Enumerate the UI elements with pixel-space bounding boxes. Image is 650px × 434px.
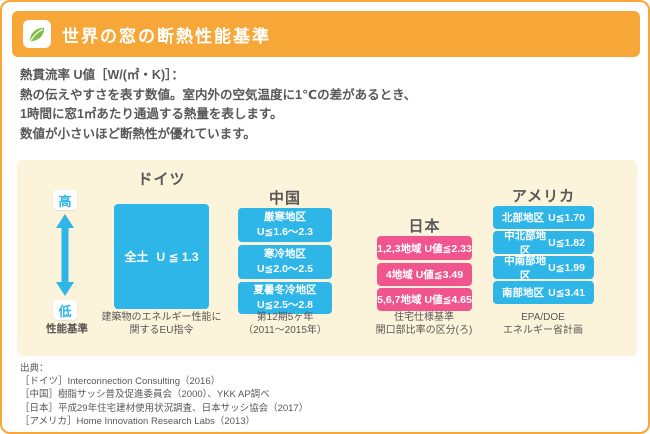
header: 世界の窓の断熱性能基準 [12,11,640,57]
country-label-germany: ドイツ [137,171,186,188]
japan-box-zones-123: 1,2,3地域 U値≦2.33 [377,236,472,260]
region-label: 北部地区 [502,212,544,224]
u-value: U値≦4.65 [424,294,472,306]
u-value: U≦3.41 [548,286,585,299]
u-value: U≦1.99 [548,261,585,274]
u-value: U ≦ 1.3 [156,249,199,264]
region-label: 1,2,3地域 [377,242,422,255]
country-label-china: 中国 [268,190,301,207]
caption-germany: 建築物のエネルギー性能に 関するEU指令 [94,312,229,337]
usa-box-north-central: 中北部地区 U≦1.82 [493,230,594,257]
china-box-severe-cold: 厳寒地区 U≦1.6〜2.3 [238,208,332,242]
u-value: U値≦3.49 [415,269,464,281]
intro-line-3: 1時間に窓1㎡あたり通過する熱量を表します。 [20,107,283,121]
usa-box-south-central: 中南部地区 U≦1.99 [493,255,594,282]
page-title: 世界の窓の断熱性能基準 [62,26,271,46]
china-box-hot-summer-cold-winter: 夏暑冬冷地区 U≦2.5〜2.8 [238,282,332,314]
axis-low-label: 低 [53,300,77,320]
u-value: U≦2.5〜2.8 [256,299,314,311]
leaf-icon [29,27,45,42]
country-label-japan: 日本 [408,218,441,235]
source-japan: ［日本］平成29年住宅建材使用状況調査、日本サッシ協会（2017） [20,402,309,414]
axis-high-label: 高 [53,190,77,210]
comparison-panel: 高 低 性能基準 ドイツ 全土 U ≦ 1.3 建築物のエネルギー性能に 関する… [17,160,637,356]
performance-arrow-icon [56,214,74,296]
source-germany: ［ドイツ］Interconnection Consulting（2016） [20,376,221,388]
u-value: U値≦2.33 [424,242,472,255]
intro-text: 熱貫流率 U値［W/(㎡・K)］： 熱の伝えやすさを表す数値。室内外の空気温度に… [20,66,416,144]
germany-box-nationwide: 全土 U ≦ 1.3 [114,204,209,309]
region-label: 4地域 [385,269,413,281]
caption-china-line-1: 第12期5ヶ年 [256,312,314,323]
region-label: 厳寒地区 [264,210,306,223]
japan-box-zones-567: 5,6,7地域 U値≦4.65 [377,288,472,311]
japan-box-zone-4: 4地域 U値≦3.49 [377,263,472,286]
source-usa: ［アメリカ］Home Innovation Research Labs（2013… [20,415,256,427]
caption-china-line-2: （2011〜2015年） [243,324,327,336]
region-label: 中南部地区 [504,254,547,282]
u-value: U≦1.82 [548,236,585,249]
caption-japan-line-2: 開口部比率の区分(ろ) [375,324,473,336]
u-value: U≦1.70 [548,211,585,224]
u-value: U≦2.0〜2.5 [256,263,314,275]
intro-line-4: 数値が小さいほど断熱性が優れています。 [20,126,256,141]
region-label: 寒冷地区 [264,247,306,260]
region-label: 5,6,7地域 [377,294,422,306]
sources-heading: 出典： [20,363,49,374]
source-china: ［中国］樹脂サッシ普及促進委員会（2000）、YKK AP調べ [20,389,270,401]
caption-japan: 住宅仕様基準 開口部比率の区分(ろ) [359,312,489,337]
caption-usa: EPA/DOE エネルギー省計画 [478,312,608,337]
region-label: 南部地区 [502,287,544,299]
u-value: U≦1.6〜2.3 [256,226,314,238]
caption-germany-line-2: 関するEU指令 [129,324,194,336]
caption-japan-line-1: 住宅仕様基準 [394,312,454,323]
window-leaf-icon [23,20,51,48]
caption-germany-line-1: 建築物のエネルギー性能に [101,312,222,323]
usa-box-southern: 南部地区 U≦3.41 [493,281,594,304]
intro-line-1: 熱貫流率 U値［W/(㎡・K)］： [20,68,184,82]
region-label: 夏暑冬冷地区 [253,283,317,296]
intro-line-2: 熱の伝えやすさを表す数値。室内外の空気温度に1℃の差があるとき、 [20,87,417,102]
country-label-usa: アメリカ [511,188,576,205]
sources-block: 出典： ［ドイツ］Interconnection Consulting（2016… [20,362,308,428]
axis-caption: 性能基準 [46,323,88,335]
caption-china: 第12期5ヶ年 （2011〜2015年） [220,312,350,337]
caption-usa-line-1: EPA/DOE [521,312,565,323]
china-box-cold: 寒冷地区 U≦2.0〜2.5 [238,245,332,279]
caption-usa-line-2: エネルギー省計画 [503,324,583,336]
region-label: 全土 [124,250,149,264]
region-label: 中北部地区 [504,229,547,257]
usa-box-northern: 北部地区 U≦1.70 [493,206,594,229]
